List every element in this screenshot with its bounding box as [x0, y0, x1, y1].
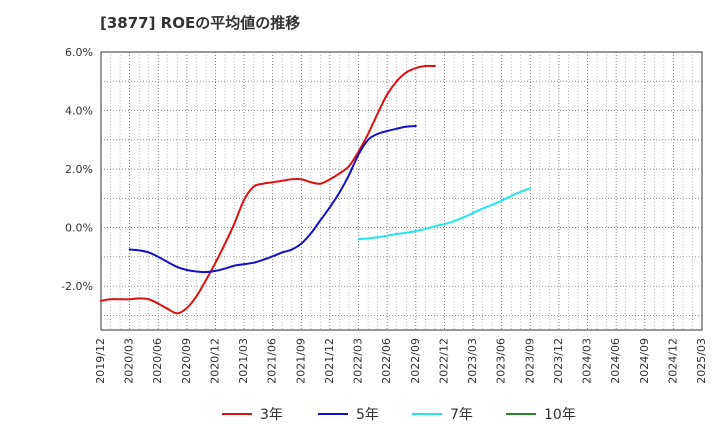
- plot-area: [100, 51, 703, 331]
- legend-item-3y: 3年: [222, 402, 283, 426]
- legend-swatch-3y: [222, 413, 252, 415]
- x-tick-label: 2024/09: [638, 338, 651, 384]
- series-layer: [100, 64, 532, 315]
- x-tick-label: 2023/03: [466, 338, 479, 384]
- y-tick-label: 4.0%: [65, 105, 93, 118]
- legend-swatch-5y: [318, 413, 348, 415]
- x-tick-label: 2022/09: [409, 338, 422, 384]
- x-tick-label: 2024/06: [609, 338, 622, 384]
- x-tick-label: 2024/03: [581, 338, 594, 384]
- legend-label-3y: 3年: [260, 407, 283, 423]
- series-line-7年: [357, 187, 532, 241]
- legend-label-5y: 5年: [356, 407, 379, 423]
- y-tick-label: -2.0%: [61, 280, 93, 293]
- y-tick-label: 6.0%: [65, 46, 93, 59]
- x-tick-label: 2020/06: [151, 338, 164, 384]
- y-tick-label: 2.0%: [65, 163, 93, 176]
- x-axis: 2019/12 2020/03 2020/06 2020/09 2020/12 2021/…: [94, 338, 708, 384]
- series-line-3年: [100, 64, 436, 315]
- x-tick-label: 2021/09: [294, 338, 307, 384]
- grid-lines: [101, 52, 702, 330]
- y-tick-label: 0.0%: [65, 222, 93, 235]
- legend-item-5y: 5年: [318, 402, 379, 426]
- x-tick-label: 2022/12: [437, 338, 450, 384]
- x-tick-label: 2019/12: [94, 338, 107, 384]
- legend: 3年 5年 7年 10年: [0, 402, 720, 426]
- x-tick-label: 2021/06: [266, 338, 279, 384]
- legend-swatch-7y: [412, 413, 442, 415]
- chart-title: [3877] ROEの平均値の推移: [100, 14, 301, 32]
- legend-item-7y: 7年: [412, 402, 473, 426]
- legend-label-7y: 7年: [450, 407, 473, 423]
- y-axis: 6.0% 4.0% 2.0% 0.0% -2.0%: [61, 46, 93, 293]
- x-tick-label: 2020/12: [208, 338, 221, 384]
- series-line-5年: [128, 125, 417, 274]
- x-tick-label: 2022/06: [380, 338, 393, 384]
- x-tick-label: 2022/03: [352, 338, 365, 384]
- legend-label-10y: 10年: [544, 407, 576, 423]
- x-tick-label: 2023/12: [552, 338, 565, 384]
- legend-swatch-10y: [506, 413, 536, 415]
- x-tick-label: 2023/09: [523, 338, 536, 384]
- legend-item-10y: 10年: [506, 402, 576, 426]
- x-tick-label: 2023/06: [495, 338, 508, 384]
- x-tick-label: 2021/12: [323, 338, 336, 384]
- x-tick-label: 2025/03: [695, 338, 708, 384]
- x-tick-label: 2020/09: [180, 338, 193, 384]
- x-tick-label: 2021/03: [237, 338, 250, 384]
- x-tick-label: 2024/12: [666, 338, 679, 384]
- x-tick-label: 2020/03: [123, 338, 136, 384]
